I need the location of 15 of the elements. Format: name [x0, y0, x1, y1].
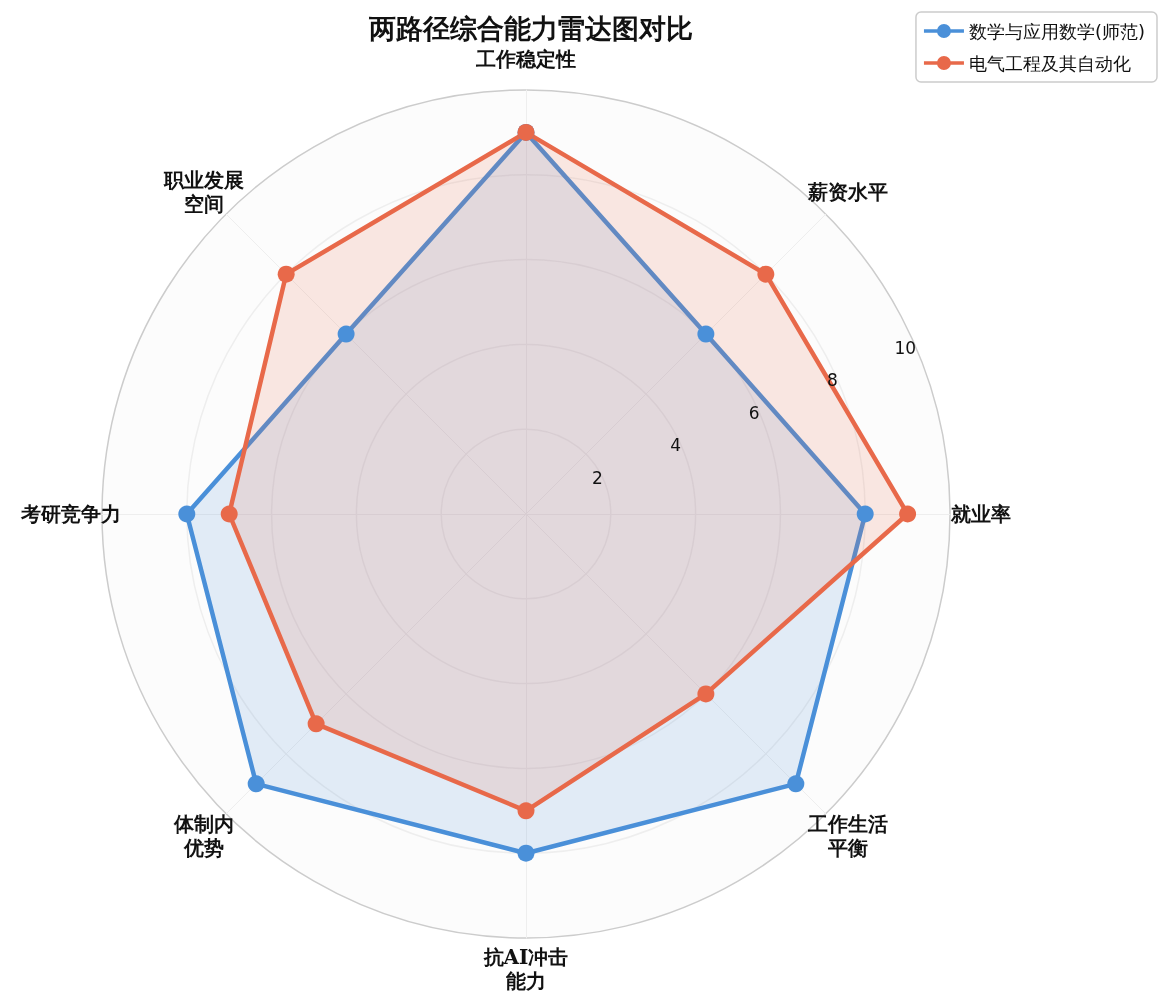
chart-title: 两路径综合能力雷达图对比: [368, 13, 693, 44]
y-tick-label: 4: [670, 435, 682, 456]
y-tick-label: 6: [748, 402, 760, 423]
spoke-label: 体制内优势: [173, 811, 235, 860]
spoke-label: 就业率: [950, 502, 1011, 526]
y-tick-label: 10: [894, 338, 917, 359]
spoke-label: 工作稳定性: [475, 47, 576, 71]
legend-label: 数学与应用数学(师范): [968, 20, 1145, 42]
spoke-label: 工作生活平衡: [806, 811, 888, 860]
spoke-label: 抗AI冲击能力: [482, 945, 569, 993]
y-tick-label: 2: [591, 467, 603, 488]
spoke-label: 考研竞争力: [20, 502, 121, 526]
spoke-label: 职业发展空间: [163, 168, 245, 217]
legend-label: 电气工程及其自动化: [968, 52, 1131, 74]
spoke-label: 薪资水平: [806, 180, 888, 205]
